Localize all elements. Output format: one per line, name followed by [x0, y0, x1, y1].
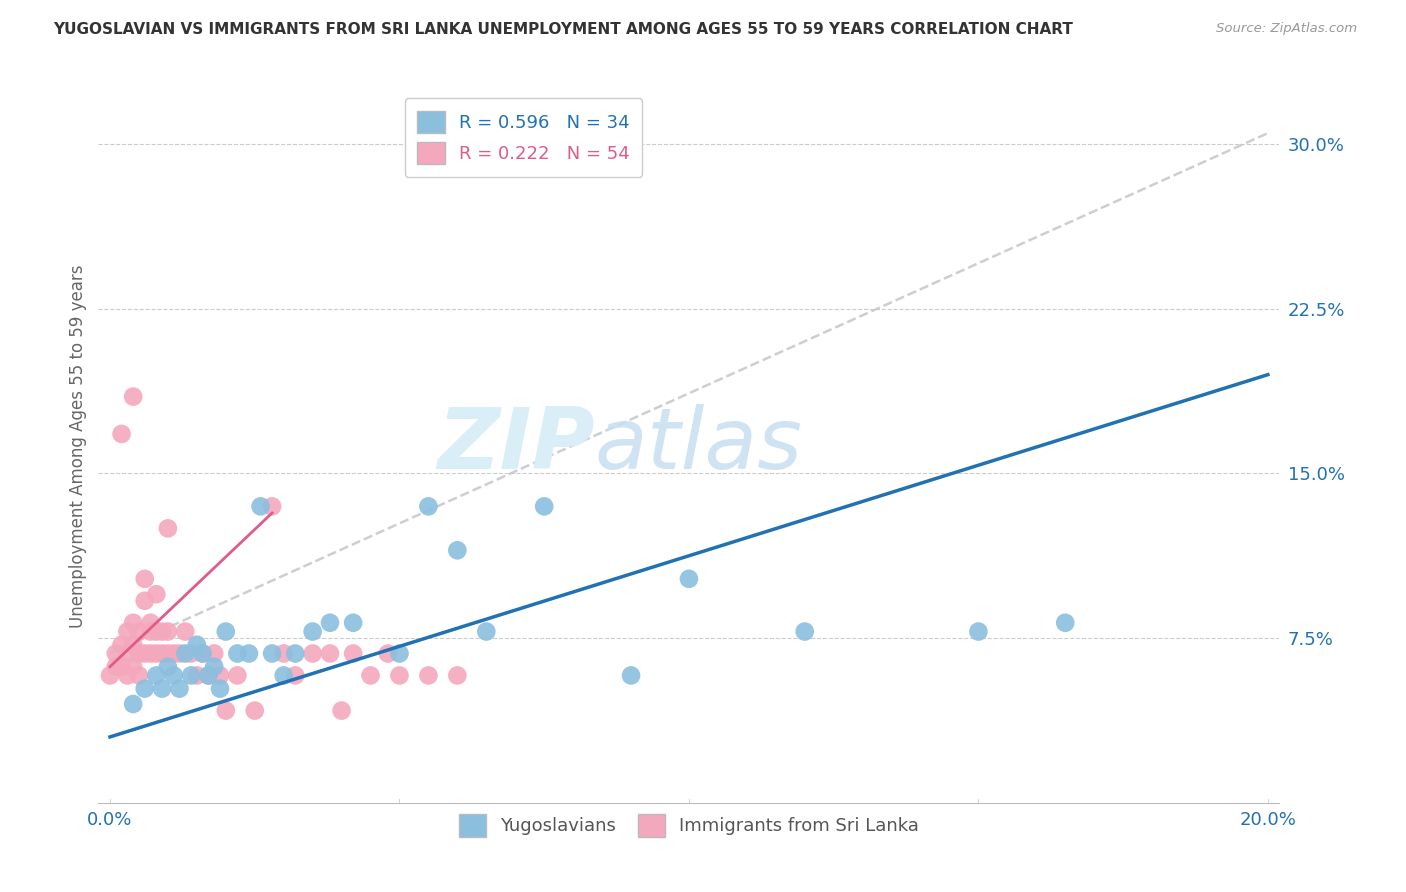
Point — [197, 668, 219, 682]
Point — [262, 647, 284, 661]
Point — [342, 647, 364, 661]
Point — [139, 647, 162, 661]
Point — [104, 647, 127, 661]
Point — [134, 681, 156, 696]
Text: ZIP: ZIP — [437, 404, 595, 488]
Point — [169, 647, 191, 661]
Point — [145, 668, 167, 682]
Point — [284, 647, 307, 661]
Point — [301, 647, 323, 661]
Point — [1054, 615, 1077, 630]
Point — [128, 624, 150, 639]
Point — [319, 615, 342, 630]
Point — [226, 647, 249, 661]
Point — [249, 500, 271, 514]
Point — [388, 647, 411, 661]
Point — [117, 624, 139, 639]
Point — [122, 659, 145, 673]
Point — [967, 624, 990, 639]
Point — [208, 668, 231, 682]
Point — [122, 390, 145, 404]
Point — [156, 521, 179, 535]
Point — [191, 647, 214, 661]
Text: Source: ZipAtlas.com: Source: ZipAtlas.com — [1216, 22, 1357, 36]
Point — [122, 697, 145, 711]
Text: YUGOSLAVIAN VS IMMIGRANTS FROM SRI LANKA UNEMPLOYMENT AMONG AGES 55 TO 59 YEARS : YUGOSLAVIAN VS IMMIGRANTS FROM SRI LANKA… — [53, 22, 1073, 37]
Point — [793, 624, 815, 639]
Point — [180, 668, 202, 682]
Point — [145, 587, 167, 601]
Point — [156, 647, 179, 661]
Point — [139, 624, 162, 639]
Point — [150, 624, 173, 639]
Point — [134, 647, 156, 661]
Point — [533, 500, 555, 514]
Point — [475, 624, 498, 639]
Point — [418, 668, 440, 682]
Point — [122, 638, 145, 652]
Point — [243, 704, 266, 718]
Point — [169, 681, 191, 696]
Point — [446, 668, 468, 682]
Point — [104, 659, 127, 673]
Point — [163, 668, 186, 682]
Point — [110, 638, 132, 652]
Point — [208, 681, 231, 696]
Point — [284, 668, 307, 682]
Point — [139, 615, 162, 630]
Point — [150, 681, 173, 696]
Point — [174, 647, 197, 661]
Point — [150, 647, 173, 661]
Point — [202, 647, 225, 661]
Text: atlas: atlas — [595, 404, 803, 488]
Point — [191, 647, 214, 661]
Point — [215, 704, 238, 718]
Point — [446, 543, 468, 558]
Point — [388, 668, 411, 682]
Point — [156, 659, 179, 673]
Point — [319, 647, 342, 661]
Point — [197, 668, 219, 682]
Point — [202, 659, 225, 673]
Point — [174, 624, 197, 639]
Point — [122, 615, 145, 630]
Point — [301, 624, 323, 639]
Point — [180, 647, 202, 661]
Point — [117, 668, 139, 682]
Point — [128, 668, 150, 682]
Point — [145, 647, 167, 661]
Point — [98, 668, 121, 682]
Point — [360, 668, 382, 682]
Point — [678, 572, 700, 586]
Point — [134, 572, 156, 586]
Point — [620, 668, 643, 682]
Point — [110, 426, 132, 441]
Y-axis label: Unemployment Among Ages 55 to 59 years: Unemployment Among Ages 55 to 59 years — [69, 264, 87, 628]
Point — [156, 624, 179, 639]
Point — [226, 668, 249, 682]
Point — [128, 647, 150, 661]
Point — [163, 647, 186, 661]
Point — [262, 500, 284, 514]
Point — [145, 624, 167, 639]
Point — [215, 624, 238, 639]
Point — [238, 647, 260, 661]
Point — [134, 594, 156, 608]
Legend: Yugoslavians, Immigrants from Sri Lanka: Yugoslavians, Immigrants from Sri Lanka — [451, 807, 927, 844]
Point — [117, 647, 139, 661]
Point — [330, 704, 353, 718]
Point — [186, 638, 208, 652]
Point — [342, 615, 364, 630]
Point — [377, 647, 399, 661]
Point — [110, 659, 132, 673]
Point — [186, 668, 208, 682]
Point — [418, 500, 440, 514]
Point — [273, 668, 295, 682]
Point — [273, 647, 295, 661]
